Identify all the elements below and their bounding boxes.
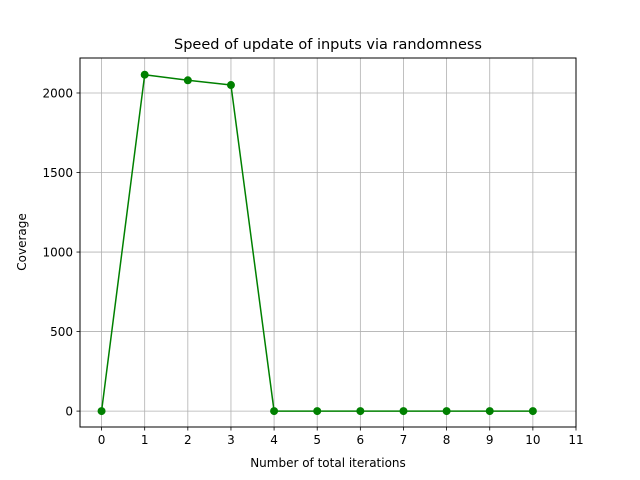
x-tick-label: 9 [486, 433, 494, 447]
data-point [356, 407, 365, 416]
data-point [528, 407, 537, 416]
y-axis-label: Coverage [15, 213, 29, 271]
y-tick-label: 1500 [42, 166, 73, 180]
x-axis-label: Number of total iterations [250, 456, 406, 470]
y-tick-label: 2000 [42, 86, 73, 100]
data-point [270, 407, 279, 416]
x-tick-label: 2 [184, 433, 192, 447]
data-point [97, 407, 106, 416]
x-tick-label: 7 [400, 433, 408, 447]
y-tick-label: 500 [50, 325, 73, 339]
y-tick-label: 1000 [42, 246, 73, 260]
x-tick-label: 6 [357, 433, 365, 447]
x-tick-label: 0 [98, 433, 106, 447]
plot-area-frame [79, 57, 577, 428]
x-tick-label: 3 [227, 433, 235, 447]
series-layer [97, 70, 537, 416]
x-tick-label: 10 [525, 433, 540, 447]
data-point [313, 407, 322, 416]
data-point [399, 407, 408, 416]
x-tick-label: 8 [443, 433, 451, 447]
x-tick-label: 11 [568, 433, 583, 447]
data-point [183, 76, 192, 85]
data-point [485, 407, 494, 416]
data-point [226, 81, 235, 90]
x-tick-label: 4 [270, 433, 278, 447]
y-tick-label: 0 [65, 405, 73, 419]
chart-title: Speed of update of inputs via randomness [174, 37, 482, 53]
x-tick-label: 1 [141, 433, 149, 447]
data-point [442, 407, 451, 416]
x-tick-label: 5 [313, 433, 321, 447]
data-point [140, 70, 149, 79]
axis-ticks: 0 1 2 3 4 5 6 7 8 9 10 11 0 500 1000 1500 2000 [42, 86, 583, 447]
